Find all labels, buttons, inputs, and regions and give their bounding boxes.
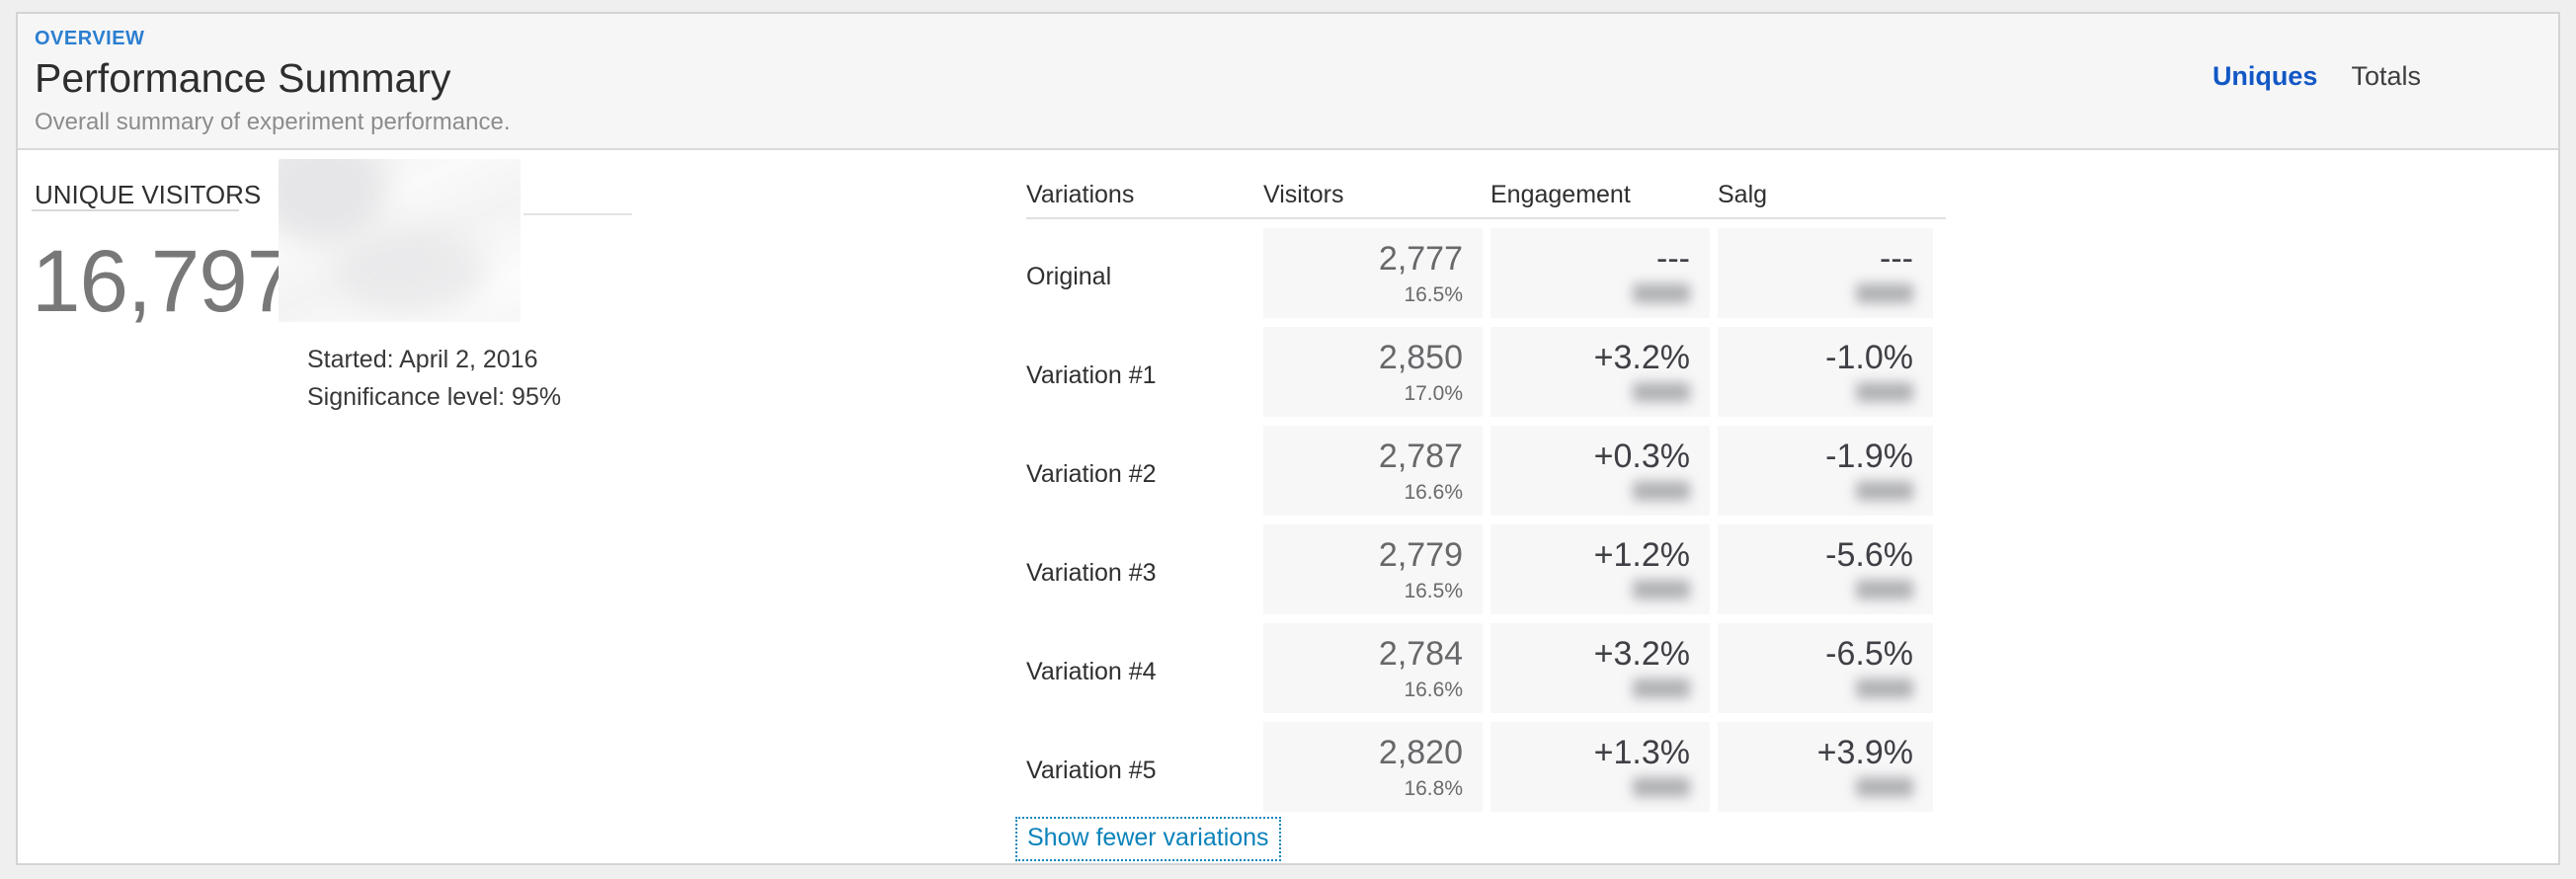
salg-value: -6.5% [1825,635,1913,673]
blur-blob [338,228,486,317]
engagement-value: --- [1656,240,1690,278]
significance-level: Significance level: 95% [307,383,562,411]
redacted-value [1856,777,1913,797]
visitors-value: 2,779 [1378,536,1463,574]
visitors-rate: 16.5% [1404,283,1463,306]
visitors-cell: 2,777 16.5% [1263,228,1483,318]
column-header-salg: Salg [1718,181,1768,208]
toggle-option-uniques[interactable]: Uniques [2212,61,2318,91]
engagement-cell: +1.3% [1490,722,1710,812]
overview-eyebrow: OVERVIEW [35,28,145,49]
column-header-engagement: Engagement [1490,181,1631,208]
visitors-value: 2,777 [1378,240,1463,278]
visitors-value: 2,820 [1378,734,1463,771]
table-row-variation-3: Variation #3 2,779 16.5% +1.2% -5.6% [1026,524,1946,614]
redacted-value [1633,283,1690,303]
visitors-rate: 16.6% [1404,481,1463,504]
table-row-variation-2: Variation #2 2,787 16.6% +0.3% -1.9% [1026,426,1946,516]
redacted-value [1856,283,1913,303]
engagement-cell: +1.2% [1490,524,1710,614]
table-header-row: Variations Visitors Engagement Salg [1026,150,1946,209]
table-row-variation-4: Variation #4 2,784 16.6% +3.2% -6.5% [1026,623,1946,713]
blur-blob [279,159,387,244]
redacted-experiment-thumbnail [279,159,521,322]
started-date: Started: April 2, 2016 [307,346,538,373]
redacted-label-underline [523,213,632,215]
redacted-value [1856,580,1913,599]
visitors-value: 2,850 [1378,339,1463,376]
engagement-value: +3.2% [1593,339,1690,376]
variation-label: Variation #5 [1026,757,1157,784]
salg-cell: --- [1718,228,1933,318]
visitors-rate: 16.5% [1404,580,1463,602]
visitors-rate: 16.6% [1404,679,1463,701]
salg-value: +3.9% [1816,734,1913,771]
column-header-variations: Variations [1026,181,1135,208]
performance-summary-card: OVERVIEW Performance Summary Overall sum… [16,12,2560,865]
redacted-value [1856,382,1913,402]
page-subtitle: Overall summary of experiment performanc… [35,109,511,135]
table-row-variation-1: Variation #1 2,850 17.0% +3.2% -1.0% [1026,327,1946,417]
engagement-cell: +0.3% [1490,426,1710,516]
visitors-cell: 2,779 16.5% [1263,524,1483,614]
engagement-value: +3.2% [1593,635,1690,673]
engagement-cell: +3.2% [1490,623,1710,713]
redacted-value [1633,481,1690,501]
unique-visitors-value: 16,797 [32,231,295,330]
redacted-value [1633,777,1690,797]
visitors-cell: 2,820 16.8% [1263,722,1483,812]
salg-value: -1.9% [1825,438,1913,475]
salg-value: --- [1880,240,1913,278]
metric-label: UNIQUE VISITORS [35,180,262,209]
variation-label: Variation #3 [1026,559,1157,587]
salg-cell: -6.5% [1718,623,1933,713]
table-header-underline [1026,217,1946,219]
visitors-rate: 16.8% [1404,777,1463,800]
engagement-value: +1.3% [1593,734,1690,771]
card-header: OVERVIEW Performance Summary Overall sum… [18,14,2558,150]
salg-value: -5.6% [1825,536,1913,574]
salg-cell: +3.9% [1718,722,1933,812]
table-row-original: Original 2,777 16.5% --- --- [1026,228,1946,318]
redacted-value [1856,679,1913,698]
salg-cell: -1.9% [1718,426,1933,516]
visitors-cell: 2,784 16.6% [1263,623,1483,713]
redacted-value [1633,679,1690,698]
engagement-value: +0.3% [1593,438,1690,475]
toggle-option-totals[interactable]: Totals [2351,61,2421,91]
variation-label: Variation #1 [1026,361,1157,389]
redacted-value [1633,382,1690,402]
page-title: Performance Summary [35,55,451,101]
salg-value: -1.0% [1825,339,1913,376]
uniques-totals-toggle: Uniques Totals [2213,61,2421,91]
salg-cell: -5.6% [1718,524,1933,614]
engagement-value: +1.2% [1593,536,1690,574]
visitors-value: 2,784 [1378,635,1463,673]
card-content: UNIQUE VISITORS 16,797 Started: April 2,… [18,150,2558,863]
engagement-cell: +3.2% [1490,327,1710,417]
redacted-value [1856,481,1913,501]
variations-table: Variations Visitors Engagement Salg Orig… [1026,150,1946,812]
engagement-cell: --- [1490,228,1710,318]
variation-label: Variation #2 [1026,460,1157,488]
visitors-cell: 2,850 17.0% [1263,327,1483,417]
variation-label: Original [1026,263,1112,290]
experiment-details: Started: April 2, 2016 Significance leve… [307,341,561,416]
table-row-variation-5: Variation #5 2,820 16.8% +1.3% +3.9% [1026,722,1946,812]
salg-cell: -1.0% [1718,327,1933,417]
redacted-value [1633,580,1690,599]
visitors-cell: 2,787 16.6% [1263,426,1483,516]
column-header-visitors: Visitors [1263,181,1344,208]
visitors-value: 2,787 [1378,438,1463,475]
metric-underline [32,209,239,211]
visitors-rate: 17.0% [1404,382,1463,405]
variation-label: Variation #4 [1026,658,1157,685]
show-fewer-variations-link[interactable]: Show fewer variations [1015,817,1281,861]
